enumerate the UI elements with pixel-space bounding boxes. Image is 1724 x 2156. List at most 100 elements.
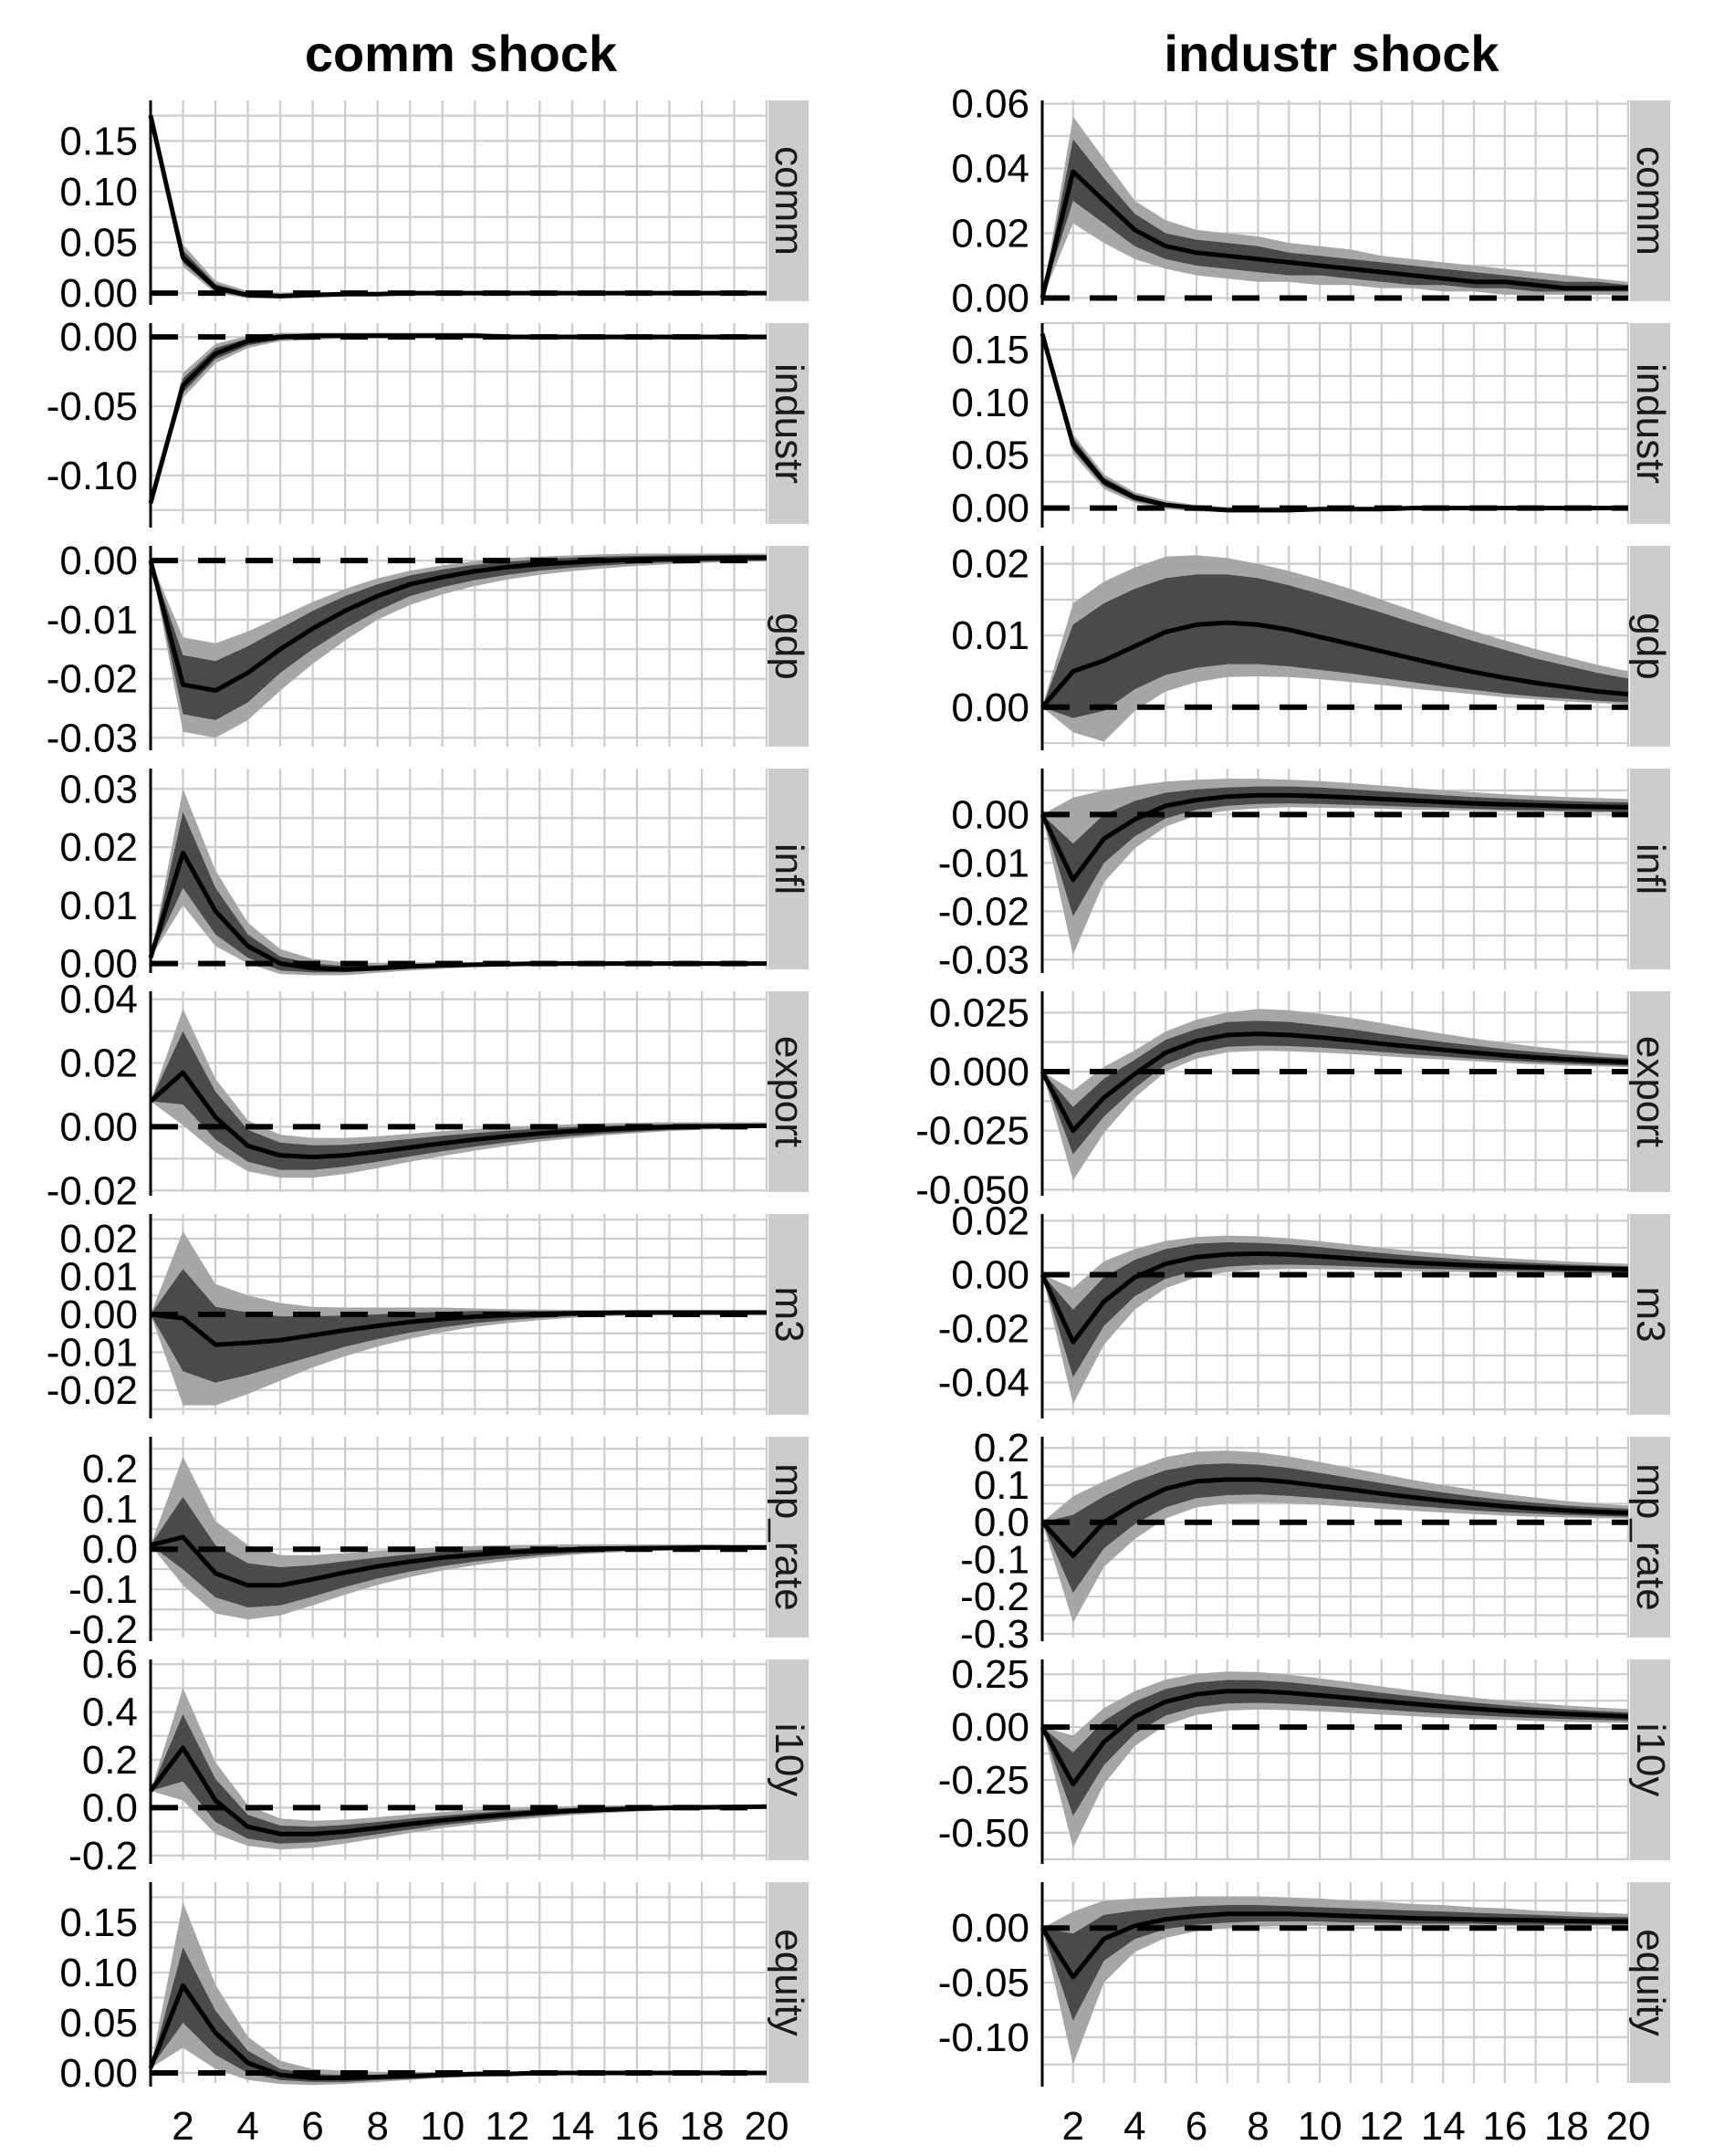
x-tick-label: 2	[1062, 2104, 1084, 2149]
inner-band	[1042, 1463, 1628, 1594]
y-tick-label: 0.2	[82, 1738, 138, 1783]
facet-strip	[1630, 100, 1670, 301]
y-tick-label: 0.04	[951, 147, 1029, 192]
inner-band	[1042, 333, 1628, 512]
y-tick-label: 0.06	[951, 82, 1029, 127]
x-tick-label: 14	[1421, 2104, 1466, 2149]
y-tick-label: -0.2	[68, 1607, 138, 1652]
panel-industr-i10y: -0.50 -0.25 0.00 0.25 i10y	[938, 1652, 1673, 1864]
outer-band	[151, 332, 767, 504]
x-tick-label: 10	[1298, 2104, 1343, 2149]
facet-strip	[768, 1437, 809, 1638]
inner-band	[1042, 1905, 1628, 2021]
median-line	[148, 333, 767, 504]
facet-label-infl: infl	[1628, 843, 1673, 895]
facet-label-equity: equity	[767, 1929, 811, 2036]
facet-strip	[1630, 546, 1670, 747]
panel-industr-equity: -0.10 -0.05 0.00 equity 2 4 6 8 10 12 14 16 18 20	[938, 1882, 1673, 2149]
y-tick-label: 0.0	[82, 1785, 138, 1830]
facet-strip	[768, 1214, 809, 1415]
median-line	[150, 1534, 767, 1588]
y-tick-label: 0.00	[59, 539, 138, 583]
y-tick-label: -0.02	[938, 1307, 1029, 1352]
y-tick-label: 0.00	[59, 271, 138, 316]
y-tick-label: -0.1	[68, 1567, 138, 1612]
grid	[1040, 100, 1630, 301]
x-tick-label: 6	[1186, 2104, 1207, 2149]
y-tick-label: -0.3	[960, 1612, 1029, 1657]
facet-label-m3: m3	[1628, 1286, 1673, 1342]
y-tick-label: -0.05	[938, 1961, 1029, 2005]
y-tick-label: -0.25	[938, 1758, 1029, 1803]
facet-strip	[1630, 1214, 1670, 1415]
x-tick-label: 10	[420, 2104, 465, 2149]
y-tick-label: -0.2	[960, 1575, 1029, 1619]
y-tick-label: -0.02	[47, 1168, 138, 1213]
facet-strip	[768, 991, 809, 1192]
facet-strip	[1630, 991, 1670, 1192]
y-tick-label: 0.02	[951, 211, 1029, 256]
y-tick-label: 0.10	[59, 170, 138, 215]
y-tick-label: 0.02	[59, 1217, 138, 1261]
outer-band	[151, 115, 767, 298]
panel-industr-m3: -0.04 -0.02 0.00 0.02 m3	[938, 1198, 1673, 1418]
panel-industr-gdp: 0.00 0.01 0.02 gdp	[951, 542, 1673, 750]
facet-label-comm: comm	[767, 146, 811, 256]
y-tick-label: 0.00	[951, 1705, 1029, 1750]
grid	[149, 769, 768, 969]
grid	[1040, 321, 1630, 524]
y-tick-label: 0.02	[951, 542, 1029, 587]
panel-industr-comm: 0.00 0.02 0.04 0.06 comm	[951, 82, 1673, 321]
facet-strip	[1630, 323, 1670, 524]
y-tick-label: -0.50	[938, 1811, 1029, 1856]
y-tick-label: 0.00	[951, 686, 1029, 730]
inner-band	[151, 1947, 767, 2082]
facet-strip	[1630, 1659, 1670, 1860]
panel-comm-i10y: -0.20.00.20.40.6 i10y	[68, 1642, 811, 1879]
y-tick-label: -0.02	[47, 657, 138, 702]
panel-grid: 0.000.050.100.15comm0.000.020.040.06comm…	[47, 82, 1673, 2149]
median-line	[149, 1070, 768, 1160]
y-tick-label: 0.02	[951, 1198, 1029, 1243]
x-tick-label: 14	[549, 2104, 594, 2149]
panel-comm-comm: 0.00 0.05 0.10 0.15 comm	[59, 100, 811, 316]
y-tick-label: -0.10	[938, 2015, 1029, 2060]
y-tick-label: -0.03	[938, 937, 1029, 982]
y-tick-label: -0.02	[47, 1368, 138, 1413]
y-tick-label: 0.25	[951, 1652, 1029, 1697]
y-tick-label: 0.00	[951, 792, 1029, 837]
inner-band	[151, 555, 767, 720]
median-line	[1040, 620, 1629, 709]
x-tick-label: 4	[236, 2104, 258, 2149]
median-line	[1040, 332, 1628, 513]
median-line	[1040, 1911, 1628, 1980]
facet-label-i10y: i10y	[1628, 1723, 1673, 1797]
y-tick-label: -0.01	[47, 1331, 138, 1376]
y-tick-label: 0.00	[951, 1252, 1029, 1297]
median-line	[1040, 792, 1629, 883]
y-tick-label: 0.00	[59, 2051, 138, 2096]
x-tick-label: 20	[1606, 2104, 1651, 2149]
x-tick-label: 18	[679, 2104, 724, 2149]
panel-comm-m3: -0.02-0.010.000.010.02 m3	[47, 1214, 811, 1418]
y-tick-label: 0.2	[82, 1447, 138, 1491]
x-tick-label: 12	[1359, 2104, 1404, 2149]
y-tick-label: 0.00	[59, 1104, 138, 1149]
facet-strip	[768, 1882, 809, 2083]
panel-industr-mp-rate: -0.3-0.2-0.10.00.10.2 mp_rate	[960, 1426, 1673, 1657]
facet-label-export: export	[1628, 1036, 1673, 1147]
median-line	[150, 1310, 767, 1347]
facet-strip	[1630, 1882, 1670, 2083]
facet-label-i10y: i10y	[767, 1723, 811, 1797]
panel-comm-industr: -0.10 -0.05 0.00 industr	[47, 315, 811, 528]
median-line	[148, 555, 767, 693]
y-tick-label: 0.10	[951, 381, 1029, 425]
y-tick-label: -0.10	[47, 454, 138, 498]
outer-band	[151, 1902, 767, 2086]
y-tick-label: 0.4	[82, 1690, 138, 1735]
median-line	[1040, 169, 1628, 299]
x-tick-label: 2	[172, 2104, 193, 2149]
facet-strip	[768, 100, 809, 301]
y-tick-label: -0.050	[915, 1167, 1029, 1212]
